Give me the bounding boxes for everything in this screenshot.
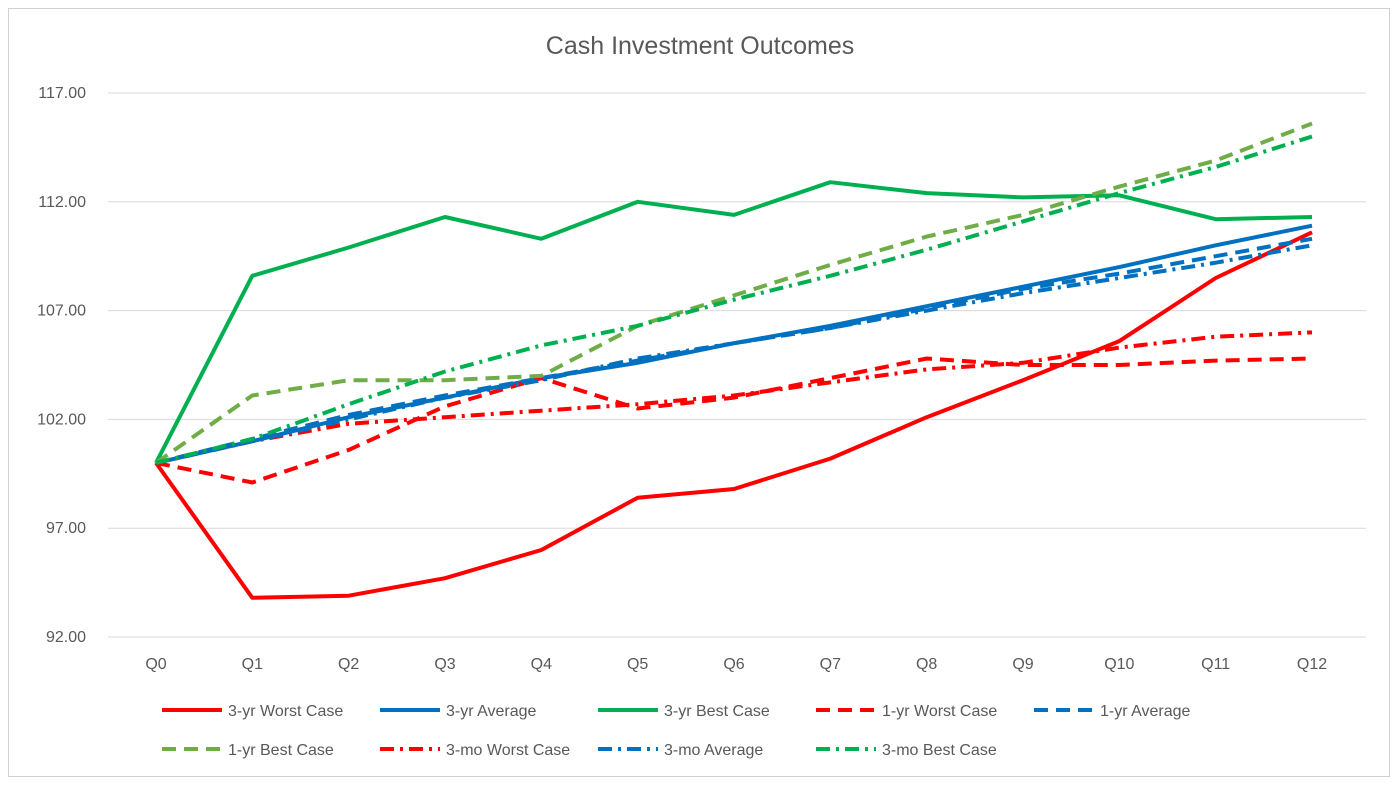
x-tick-label: Q1 bbox=[242, 656, 263, 673]
series-line bbox=[155, 330, 1313, 465]
x-tick-label: Q0 bbox=[145, 656, 166, 673]
series-line bbox=[154, 180, 1313, 464]
legend-label: 1-yr Worst Case bbox=[882, 703, 997, 720]
x-tick-label: Q5 bbox=[627, 656, 648, 673]
x-tick-label: Q9 bbox=[1012, 656, 1033, 673]
series-line bbox=[155, 236, 1313, 465]
series-line bbox=[155, 134, 1313, 465]
x-tick-label: Q7 bbox=[820, 656, 841, 673]
gridlines bbox=[108, 92, 1366, 638]
x-tick-label: Q6 bbox=[723, 656, 744, 673]
x-tick-label: Q11 bbox=[1201, 656, 1230, 673]
x-tick-label: Q10 bbox=[1104, 656, 1134, 673]
y-tick-label: 107.00 bbox=[37, 303, 86, 320]
legend-label: 3-mo Worst Case bbox=[446, 742, 570, 759]
y-tick-label: 112.00 bbox=[38, 194, 86, 211]
legend-label: 3-yr Best Case bbox=[664, 703, 770, 720]
y-tick-label: 102.00 bbox=[37, 411, 86, 428]
legend-label: 3-mo Best Case bbox=[882, 742, 997, 759]
series-line bbox=[155, 356, 1313, 485]
y-tick-label: 92.00 bbox=[46, 629, 86, 646]
legend-label: 3-yr Worst Case bbox=[228, 703, 343, 720]
x-tick-label: Q4 bbox=[531, 656, 552, 673]
legend-label: 1-yr Average bbox=[1100, 703, 1191, 720]
series-lines bbox=[154, 121, 1313, 600]
chart-title: Cash Investment Outcomes bbox=[546, 32, 854, 60]
x-tick-label: Q2 bbox=[338, 656, 359, 673]
series-line bbox=[155, 243, 1313, 465]
series-line bbox=[154, 121, 1313, 465]
y-tick-label: 97.00 bbox=[46, 520, 86, 537]
y-tick-label: 117.00 bbox=[38, 85, 86, 102]
legend-label: 1-yr Best Case bbox=[228, 742, 334, 759]
x-axis-ticks: Q0 Q1 Q2 Q3 Q4 Q5 Q6 Q7 Q8 Q9 Q10 Q11 Q12 bbox=[145, 656, 1327, 673]
x-tick-label: Q3 bbox=[434, 656, 455, 673]
legend: 3-yr Worst Case 3-yr Average 3-yr Best Cas… bbox=[162, 703, 1191, 759]
legend-label: 3-mo Average bbox=[664, 742, 763, 759]
y-axis-ticks: 92.00 97.00 102.00 107.00 112.00 117.00 bbox=[37, 85, 86, 646]
legend-label: 3-yr Average bbox=[446, 703, 537, 720]
chart-frame bbox=[8, 8, 1390, 777]
series-line bbox=[154, 230, 1313, 600]
x-tick-label: Q8 bbox=[916, 656, 937, 673]
x-tick-label: Q12 bbox=[1297, 656, 1327, 673]
